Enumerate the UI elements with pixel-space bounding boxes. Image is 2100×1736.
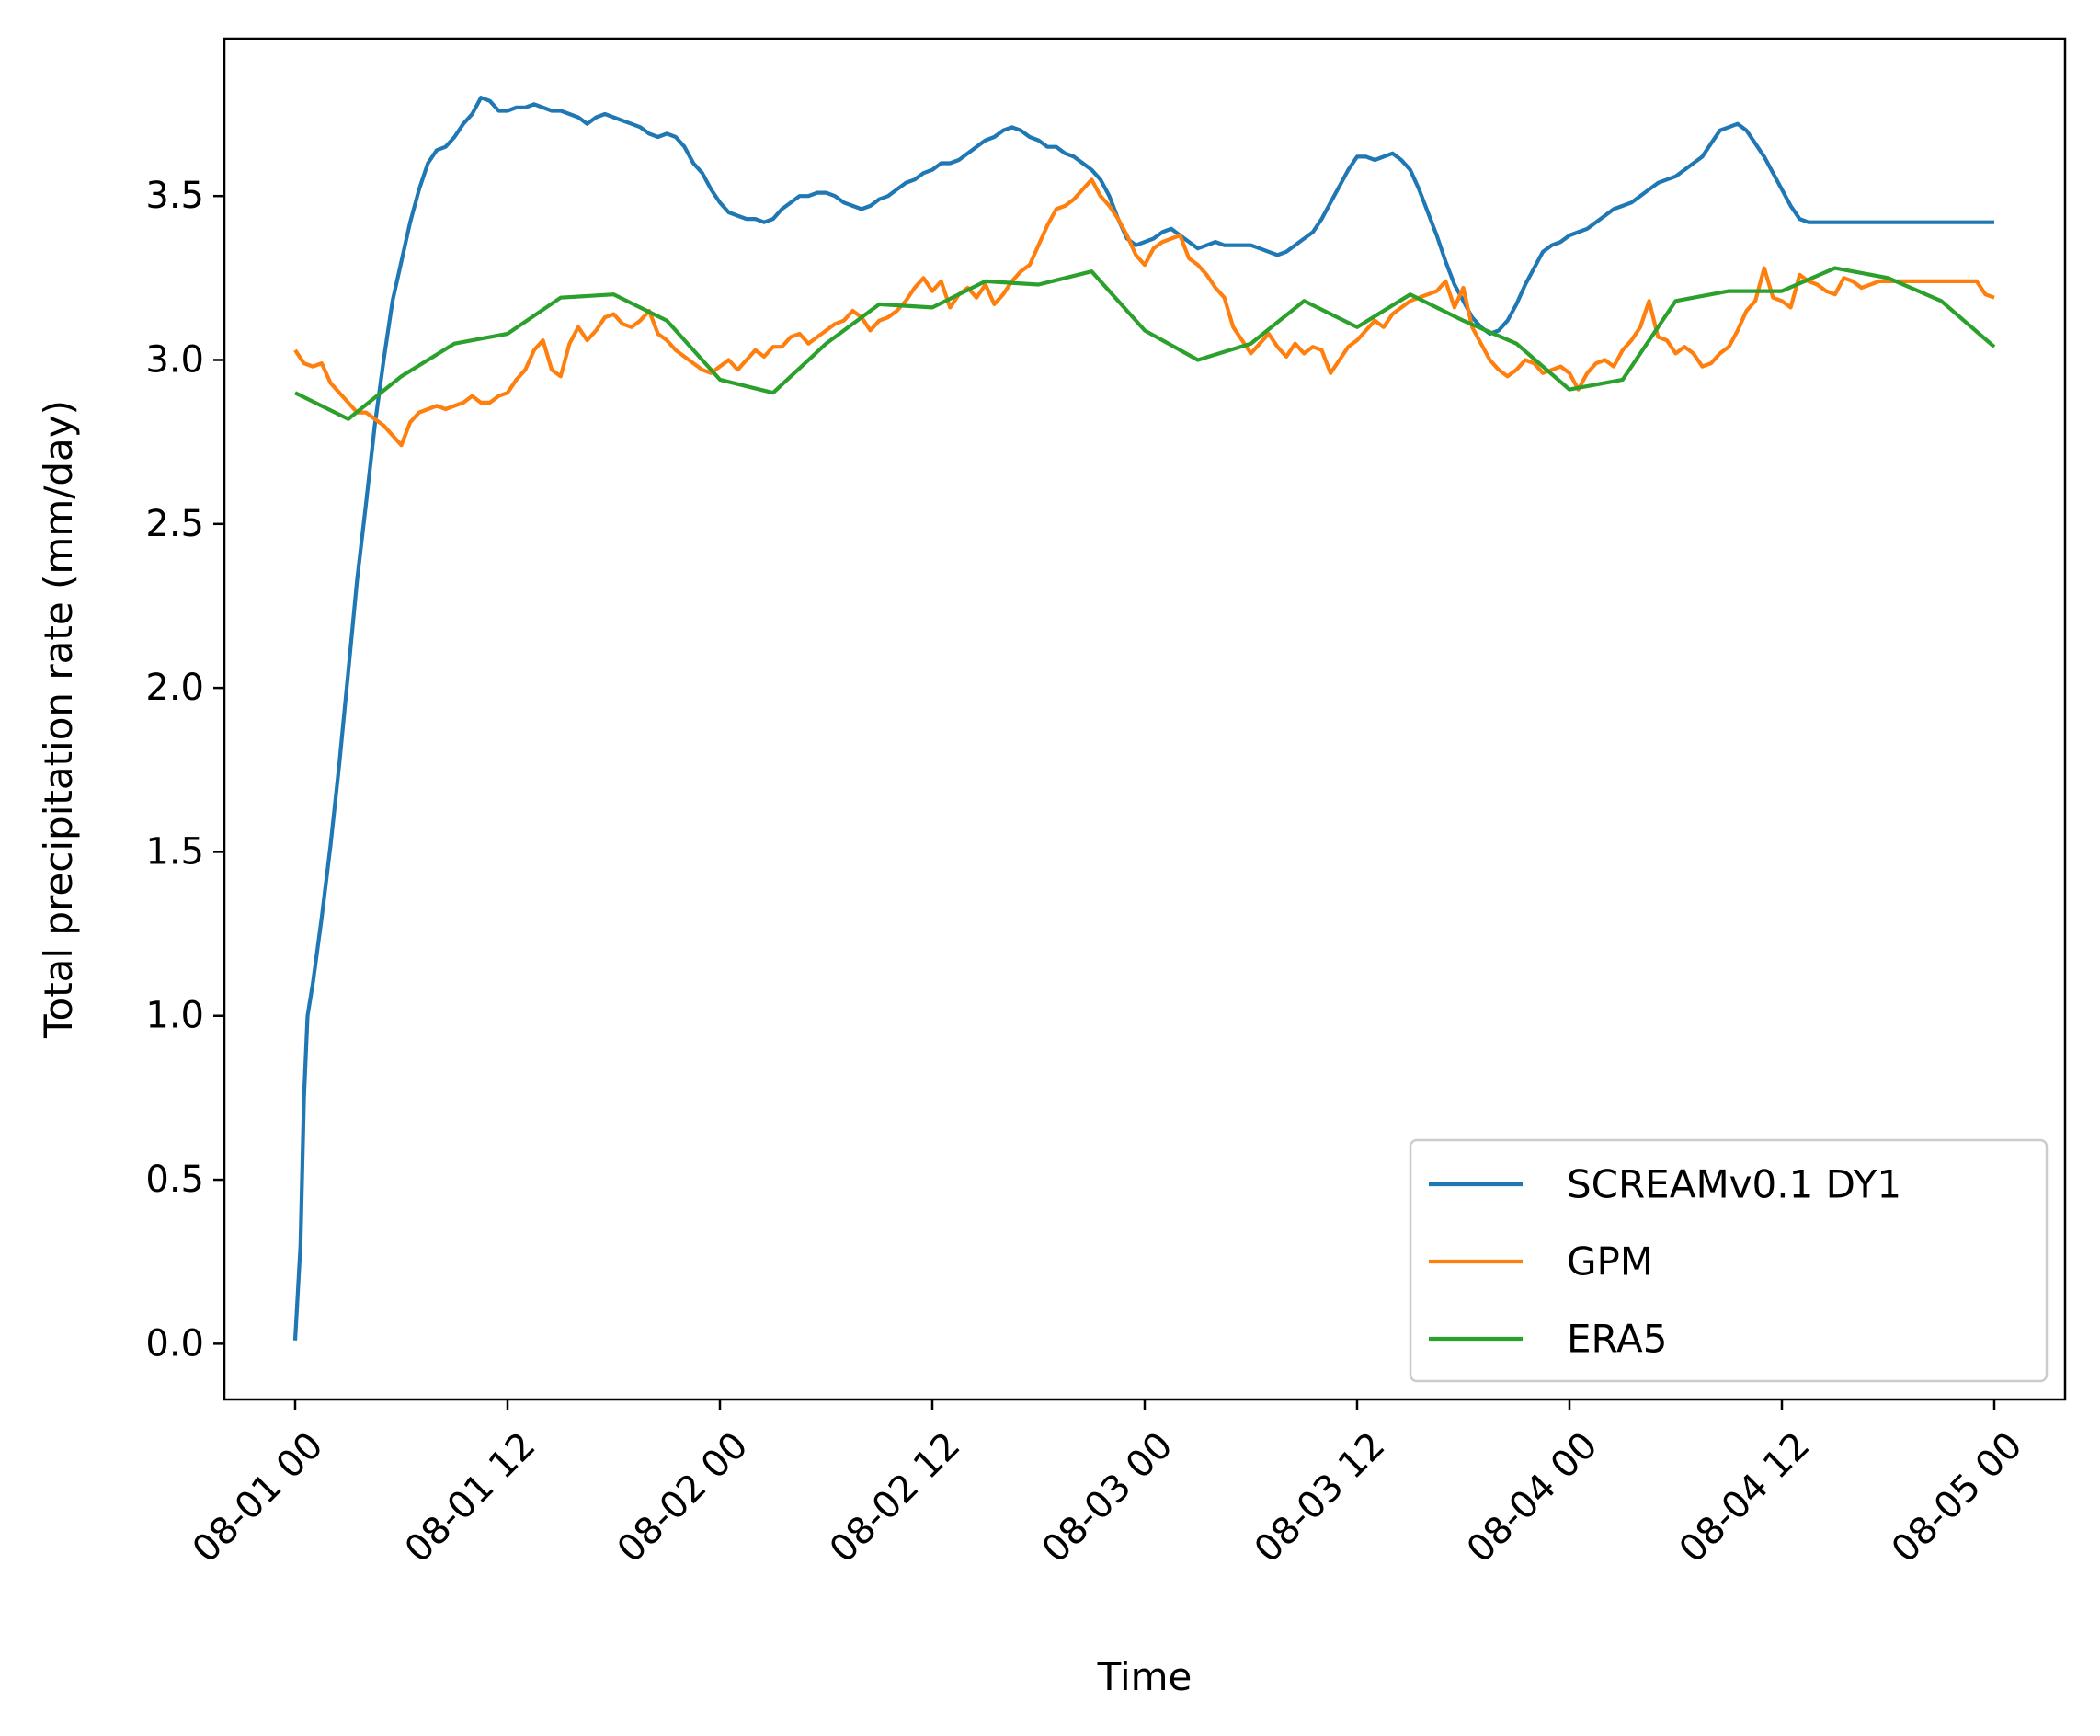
plot-area — [292, 96, 1996, 1341]
y-tick-label: 3.0 — [145, 338, 204, 381]
series-line-gpm — [293, 177, 1995, 448]
legend-label: ERA5 — [1567, 1317, 1667, 1362]
y-tick-label: 1.0 — [145, 995, 204, 1037]
y-axis-title: Total precipitation rate (mm/day) — [36, 400, 81, 1039]
legend: SCREAMv0.1 DY1 GPM ERA5 — [1409, 1138, 2049, 1383]
y-tick-label: 2.0 — [145, 667, 204, 709]
y-tick-label: 3.5 — [145, 175, 204, 217]
y-tick-label: 1.5 — [145, 830, 204, 873]
legend-box — [1409, 1138, 2049, 1383]
y-tick-label: 0.0 — [145, 1322, 204, 1365]
y-tick-label: 0.5 — [145, 1159, 204, 1201]
series-line-screamv0-1-dy1 — [292, 96, 1994, 1341]
legend-label: SCREAMv0.1 DY1 — [1567, 1162, 1901, 1207]
y-tick-label: 2.5 — [145, 503, 204, 545]
series-line-era5 — [294, 266, 1996, 421]
x-axis-title: Time — [1097, 1654, 1193, 1699]
legend-label: GPM — [1567, 1239, 1653, 1285]
y-axis: 0.0 0.5 1.0 1.5 2.0 2.5 3.0 3.5 — [145, 175, 224, 1365]
